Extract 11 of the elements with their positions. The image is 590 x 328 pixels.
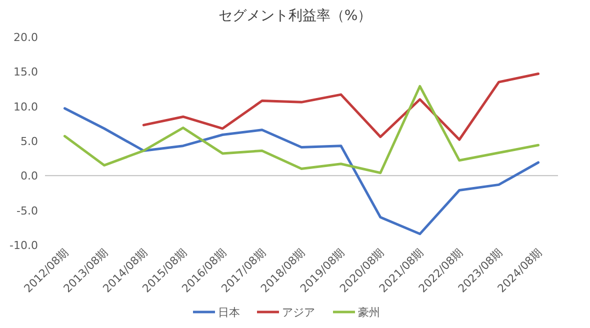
y-tick-label: -5.0 <box>16 204 38 218</box>
chart-title: セグメント利益率（%） <box>218 8 372 24</box>
y-tick-label: 10.0 <box>14 100 38 114</box>
y-tick-label: 15.0 <box>14 66 38 79</box>
y-tick-label: 20.0 <box>14 31 38 44</box>
y-tick-label: 5.0 <box>20 135 38 148</box>
legend-label: 豪州 <box>358 306 380 319</box>
legend-label: アジア <box>282 306 315 319</box>
legend-label: 日本 <box>218 306 240 319</box>
y-tick-label: 0.0 <box>20 170 38 183</box>
y-tick-label: -10.0 <box>10 239 38 252</box>
